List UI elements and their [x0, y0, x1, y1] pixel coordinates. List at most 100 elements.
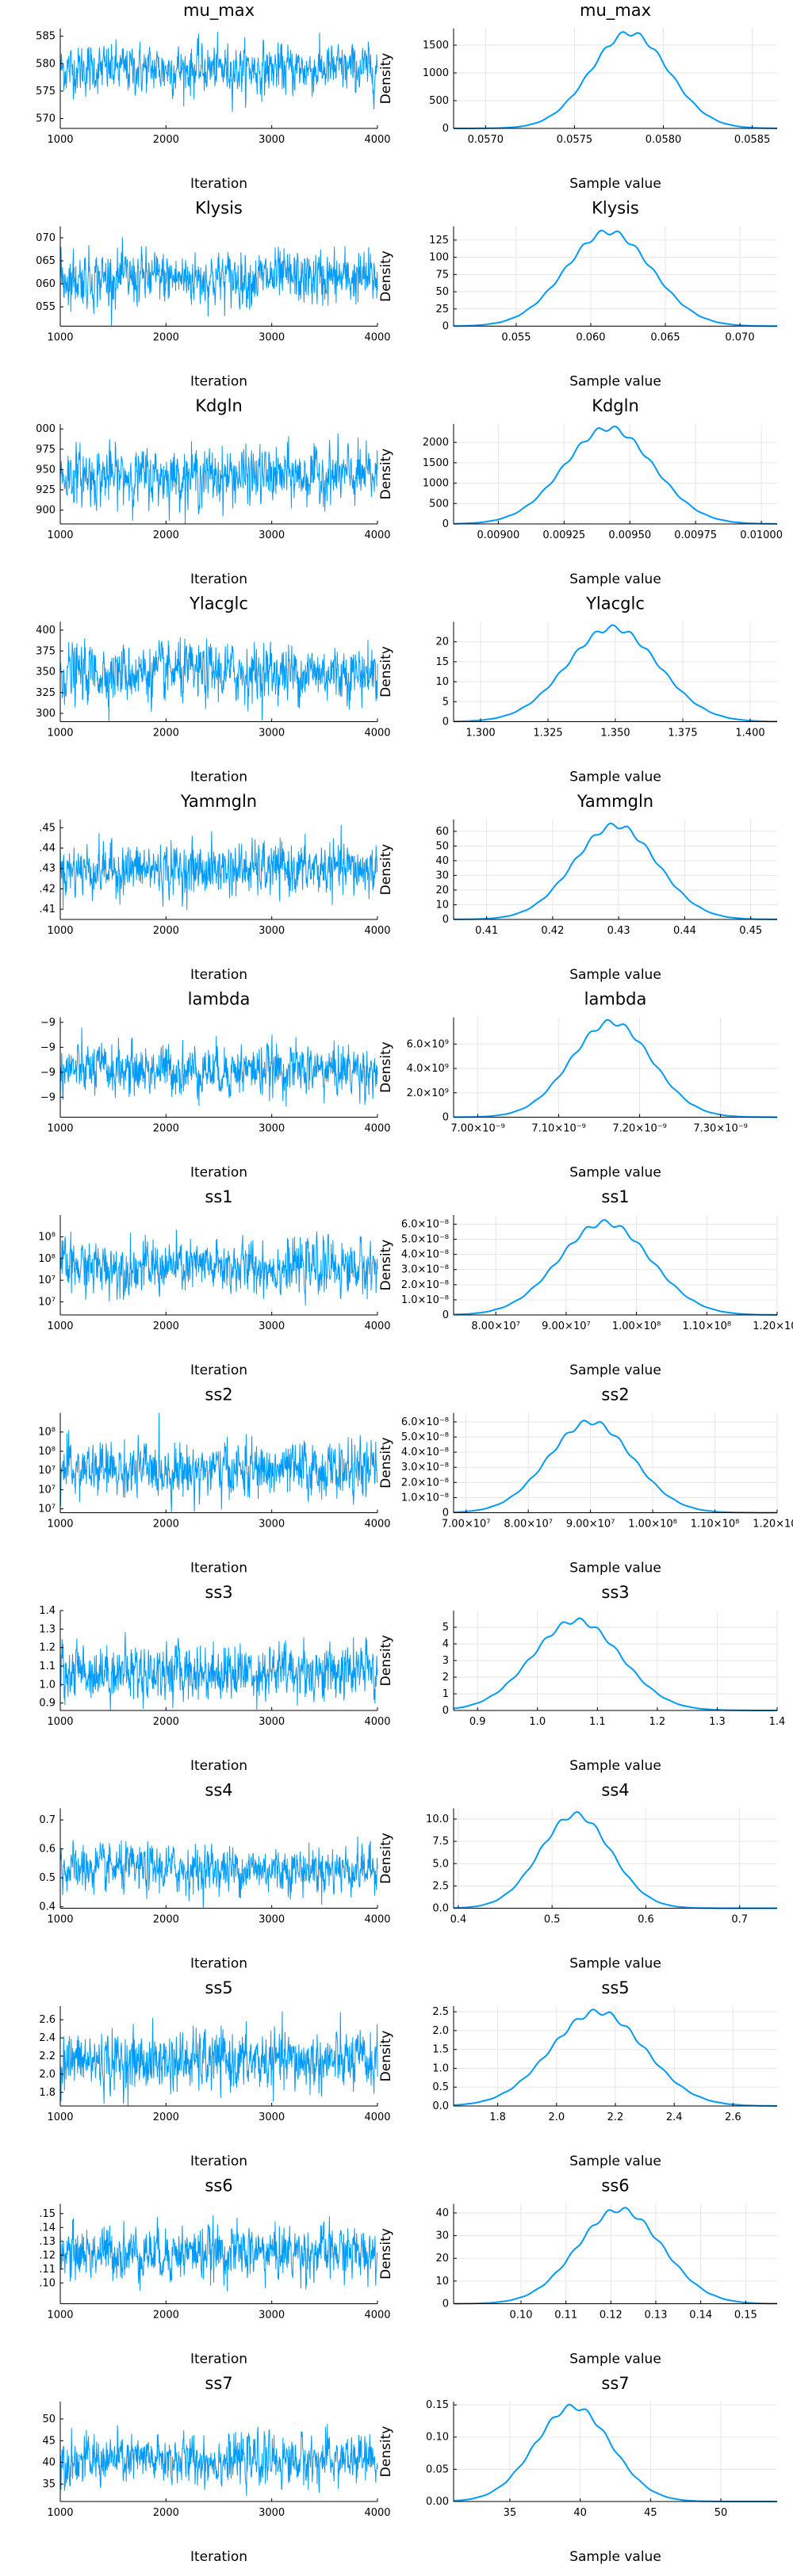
density-y-tick-label: 20: [435, 2253, 449, 2265]
trace-line: [59, 1229, 378, 1306]
trace-x-tick-label: 3000: [259, 1320, 285, 1332]
density-x-tick-label: 0.060: [576, 332, 605, 344]
trace-x-tick-label: 3000: [259, 2310, 285, 2322]
trace-y-tick-label: 975: [36, 444, 56, 456]
trace-title: Ylacglc: [189, 594, 248, 613]
trace-y-tick-label: .42: [39, 883, 56, 895]
density-y-tick-label: 5.0: [432, 1858, 449, 1870]
trace-x-tick-label: 1000: [47, 1914, 73, 1926]
trace-y-tick-label: 065: [36, 255, 56, 267]
density-y-tick-label: 30: [435, 2230, 449, 2242]
density-x-tick-label: 0.00900: [477, 529, 520, 541]
trace-y-tick-label: 570: [36, 113, 56, 125]
density-x-tick-label: 1.350: [600, 728, 630, 740]
density-y-tick-label: 4.0×10⁹: [407, 1063, 449, 1075]
trace-x-tick-label: 4000: [364, 2507, 390, 2519]
density-plot-ss3: ss3 0.9 1.0 1.1 1.2 1.3 1.4 0 1 2 3 4 5 Density Sample…: [378, 1583, 785, 1774]
trace-line: [59, 433, 378, 525]
trace-x-tick-label: 4000: [364, 1519, 390, 1531]
density-x-tick-label: 0.41: [475, 925, 498, 937]
density-x-tick-label: 8.00×10⁷: [504, 1519, 553, 1531]
density-x-tick-label: 45: [644, 2507, 657, 2519]
density-x-tick-label: 7.10×10⁻⁹: [531, 1123, 585, 1135]
trace-x-tick-label: 1000: [47, 1519, 73, 1531]
trace-y-tick-label: 1.1: [39, 1661, 56, 1672]
density-x-tick-label: 7.00×10⁷: [442, 1519, 491, 1531]
trace-y-tick-label: 10⁷: [38, 1484, 56, 1496]
trace-y-tick-label: 000: [36, 423, 56, 435]
trace-title: ss4: [205, 1781, 232, 1800]
density-x-tick-label: 1.8: [489, 2112, 506, 2123]
density-x-tick-label: 7.00×10⁻⁹: [450, 1123, 504, 1135]
panel-row-mu_max: mu_max 1000 2000 3000 4000 570 575 580 585 Iterat…: [36, 1, 777, 192]
density-y-tick-label: 3.0×10⁻⁸: [401, 1462, 449, 1473]
density-y-tick-label: 0.0: [432, 2100, 449, 2112]
trace-x-label: Iteration: [190, 1165, 247, 1181]
trace-x-tick-label: 1000: [47, 1320, 73, 1332]
trace-x-tick-label: 4000: [364, 2310, 390, 2322]
trace-line: [59, 2011, 378, 2107]
density-y-tick-label: 0: [442, 1508, 449, 1519]
density-x-tick-label: 0.7: [731, 1914, 748, 1926]
trace-y-tick-label: 060: [36, 278, 56, 290]
trace-y-tick-label: 1.4: [39, 1605, 56, 1617]
density-x-label: Sample value: [569, 571, 661, 587]
trace-title: ss1: [205, 1187, 232, 1206]
trace-x-tick-label: 4000: [364, 2112, 390, 2123]
density-x-label: Sample value: [569, 374, 661, 390]
trace-y-tick-label: −9: [40, 1017, 56, 1029]
density-x-tick-label: 0.45: [739, 925, 762, 937]
density-y-tick-label: 0: [442, 1112, 449, 1124]
trace-x-tick-label: 3000: [259, 1519, 285, 1531]
trace-y-tick-label: −9: [40, 1041, 56, 1053]
density-x-tick-label: 7.30×10⁻⁹: [693, 1123, 747, 1135]
density-y-tick-label: 1500: [423, 40, 449, 52]
trace-y-tick-label: 300: [36, 708, 56, 720]
density-x-tick-label: 1.400: [735, 728, 764, 740]
trace-y-tick-label: 585: [36, 31, 56, 43]
trace-y-tick-label: 45: [42, 2435, 56, 2447]
trace-plot-ss4: ss4 1000 2000 3000 4000 0.4 0.5 0.6 0.7 Iteration: [39, 1781, 390, 1972]
density-title: Kdgln: [592, 396, 639, 415]
density-y-tick-label: 2.0: [432, 2025, 449, 2037]
density-y-tick-label: 10: [435, 899, 449, 911]
density-y-tick-label: 0.00: [426, 2496, 449, 2508]
trace-x-label: Iteration: [190, 2154, 247, 2169]
density-y-tick-label: 15: [435, 656, 449, 668]
density-y-tick-label: 4.0×10⁻⁸: [401, 1249, 449, 1261]
density-y-tick-label: 5.0×10⁻⁸: [401, 1431, 449, 1443]
density-y-tick-label: 0: [442, 1309, 449, 1321]
trace-line: [59, 824, 378, 911]
density-plot-ss5: ss5 1.8 2.0 2.2 2.4 2.6 0.0 0.5 1.0 1.5 2.0 2.5 Dens…: [378, 1978, 777, 2169]
trace-x-tick-label: 3000: [259, 1914, 285, 1926]
density-y-tick-label: 1000: [423, 478, 449, 490]
density-y-tick-label: 2.0×10⁻⁸: [401, 1279, 449, 1291]
trace-y-tick-label: 35: [42, 2479, 56, 2490]
trace-y-tick-label: −9: [40, 1091, 56, 1103]
trace-title: ss3: [205, 1583, 232, 1602]
trace-plot-ss3: ss3 1000 2000 3000 4000 0.9 1.0 1.1 1.2 1.3 1.4 Ite…: [39, 1583, 390, 1774]
density-x-tick-label: 0.00950: [608, 529, 651, 541]
density-title: ss5: [601, 1978, 629, 1997]
density-x-tick-label: 0.12: [600, 2310, 623, 2322]
density-x-tick-label: 2.2: [607, 2112, 624, 2123]
density-x-tick-label: 1.00×10⁸: [628, 1519, 677, 1531]
trace-x-tick-label: 4000: [364, 1123, 390, 1135]
trace-y-tick-label: 10⁸: [38, 1253, 56, 1265]
density-y-tick-label: 5: [442, 1622, 449, 1634]
density-x-tick-label: 1.325: [533, 728, 562, 740]
trace-y-tick-label: 925: [36, 484, 56, 496]
trace-y-tick-label: 070: [36, 232, 56, 244]
trace-x-tick-label: 1000: [47, 2507, 73, 2519]
density-title: Klysis: [592, 199, 639, 218]
trace-y-tick-label: 0.6: [39, 1844, 56, 1856]
density-y-tick-label: 0.0: [432, 1903, 449, 1915]
density-y-tick-label: 6.0×10⁻⁸: [401, 1218, 449, 1230]
panel-row-ss4: ss4 1000 2000 3000 4000 0.4 0.5 0.6 0.7 Iteration…: [39, 1781, 777, 1972]
density-y-tick-label: 1.5: [432, 2044, 449, 2056]
density-y-tick-label: 7.5: [432, 1836, 449, 1848]
density-y-tick-label: 40: [435, 2207, 449, 2219]
density-plot-ss7: ss7 35 40 45 50 0.00 0.05 0.10 0.15 Density Sample…: [378, 2374, 777, 2565]
density-curve: [453, 1420, 777, 1514]
